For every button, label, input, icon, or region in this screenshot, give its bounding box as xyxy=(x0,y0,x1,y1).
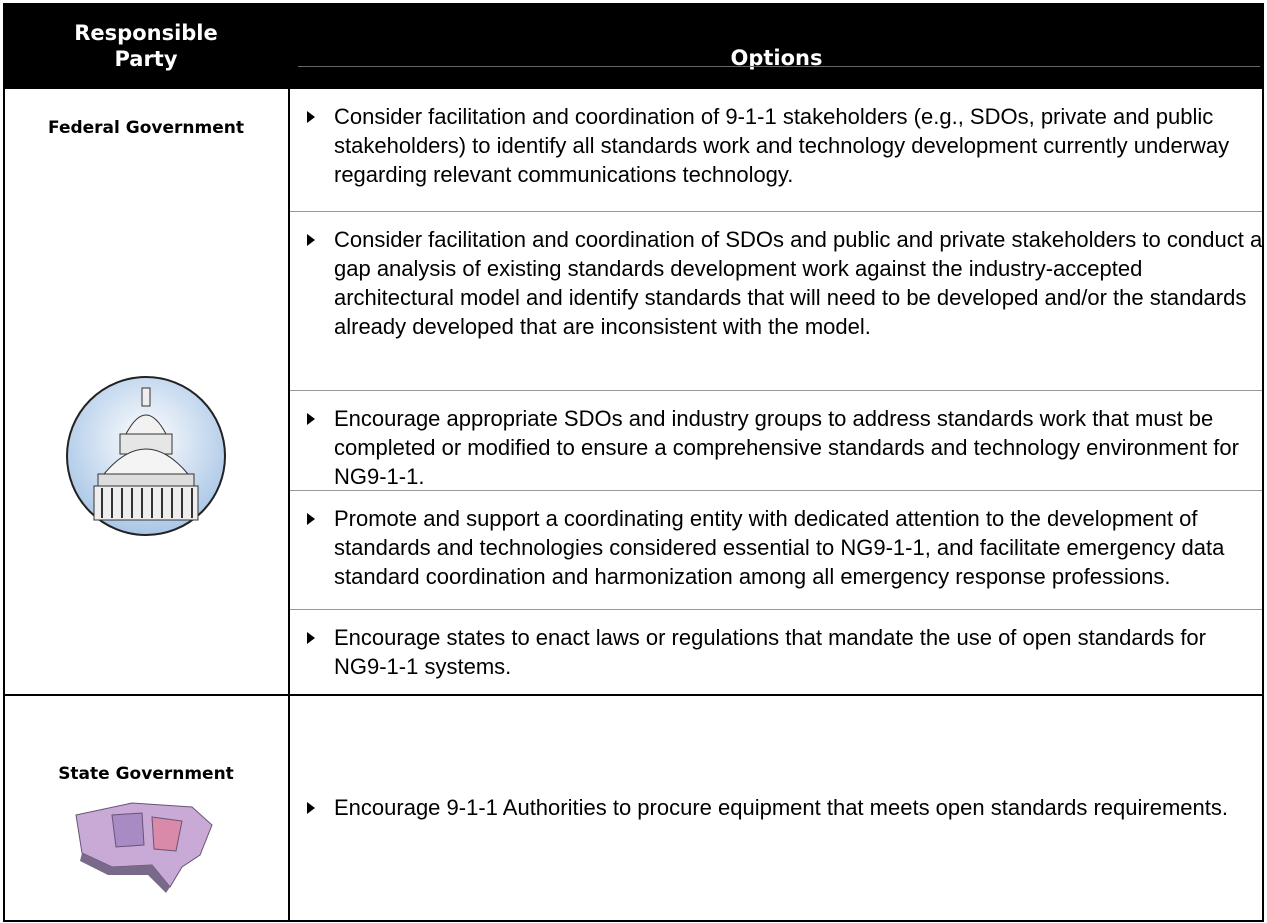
col-border-left xyxy=(3,88,5,920)
bullet xyxy=(307,413,315,425)
row-divider xyxy=(289,390,1264,391)
row-divider xyxy=(289,211,1264,212)
option-cell: Promote and support a coordinating entit… xyxy=(289,490,1264,609)
option-text: Encourage states to enact laws or regula… xyxy=(289,623,1264,681)
header-party: Responsible Party xyxy=(3,3,289,89)
option-cell: Encourage states to enact laws or regula… xyxy=(289,609,1264,694)
option-cell: Encourage 9-1-1 Authorities to procure e… xyxy=(289,694,1264,920)
option-text: Encourage 9-1-1 Authorities to procure e… xyxy=(289,793,1264,822)
bullet xyxy=(307,111,315,123)
option-cell: Consider facilitation and coordination o… xyxy=(289,88,1264,211)
row-divider xyxy=(289,609,1264,610)
bullet xyxy=(307,801,315,814)
group-divider xyxy=(3,694,1264,696)
us-map-icon xyxy=(75,802,213,893)
bullet xyxy=(307,513,315,525)
capitol-icon xyxy=(66,376,226,536)
option-text: Consider facilitation and coordination o… xyxy=(289,225,1264,341)
option-cell: Encourage appropriate SDOs and industry … xyxy=(289,390,1264,490)
col-border-mid xyxy=(288,88,290,920)
bullet xyxy=(307,632,315,644)
option-text: Promote and support a coordinating entit… xyxy=(289,504,1264,591)
header-options: Options xyxy=(289,3,1264,89)
option-cell: Consider facilitation and coordination o… xyxy=(289,211,1264,390)
row-divider xyxy=(289,490,1264,491)
option-text: Encourage appropriate SDOs and industry … xyxy=(289,404,1264,491)
option-text: Consider facilitation and coordination o… xyxy=(289,102,1264,189)
party-label: Federal Government xyxy=(48,118,244,138)
header-rule xyxy=(298,66,1260,67)
party-label: State Government xyxy=(58,764,234,784)
bullet xyxy=(307,234,315,246)
col-border-right xyxy=(1262,88,1264,920)
group-divider xyxy=(3,920,1264,922)
